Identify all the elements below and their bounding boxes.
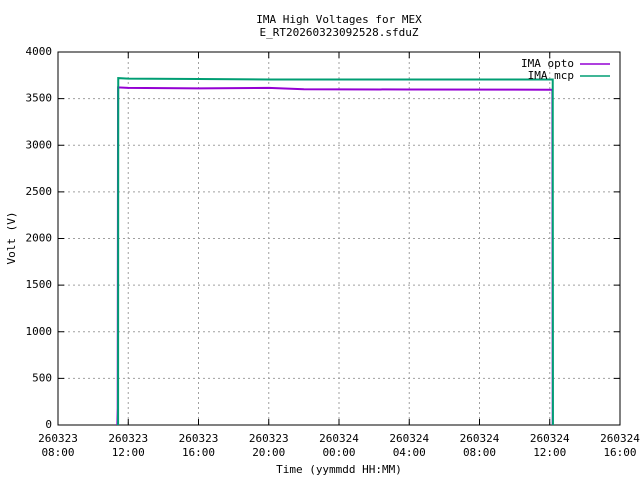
x-tick-label: 260324 16:00 [600, 432, 640, 459]
legend-label: IMA opto [521, 57, 574, 70]
x-tick-label: 260324 00:00 [319, 432, 359, 459]
x-tick-label: 260324 08:00 [460, 432, 500, 459]
y-tick-label: 1000 [26, 325, 53, 338]
y-tick-label: 3000 [26, 138, 53, 151]
x-tick-label: 260323 08:00 [38, 432, 78, 459]
legend-label: IMA mcp [528, 69, 574, 82]
y-tick-label: 1500 [26, 278, 53, 291]
series-line [117, 77, 554, 426]
x-tick-label: 260323 12:00 [108, 432, 148, 459]
chart-title: IMA High Voltages for MEX [256, 13, 422, 26]
y-tick-label: 500 [32, 371, 52, 384]
y-tick-label: 2000 [26, 232, 53, 245]
y-tick-label: 0 [45, 418, 52, 431]
x-tick-label: 260323 20:00 [249, 432, 289, 459]
series-line [116, 86, 554, 426]
x-axis-label: Time (yymmdd HH:MM) [276, 463, 402, 476]
y-tick-label: 2500 [26, 185, 53, 198]
chart-subtitle: E_RT20260323092528.sfduZ [260, 26, 419, 39]
y-axis-label: Volt (V) [5, 212, 18, 265]
x-tick-label: 260324 04:00 [389, 432, 429, 459]
x-tick-label: 260323 16:00 [179, 432, 219, 459]
y-tick-label: 3500 [26, 92, 53, 105]
plot-frame [57, 51, 621, 426]
x-tick-label: 260324 12:00 [530, 432, 570, 459]
y-tick-label: 4000 [26, 45, 53, 58]
